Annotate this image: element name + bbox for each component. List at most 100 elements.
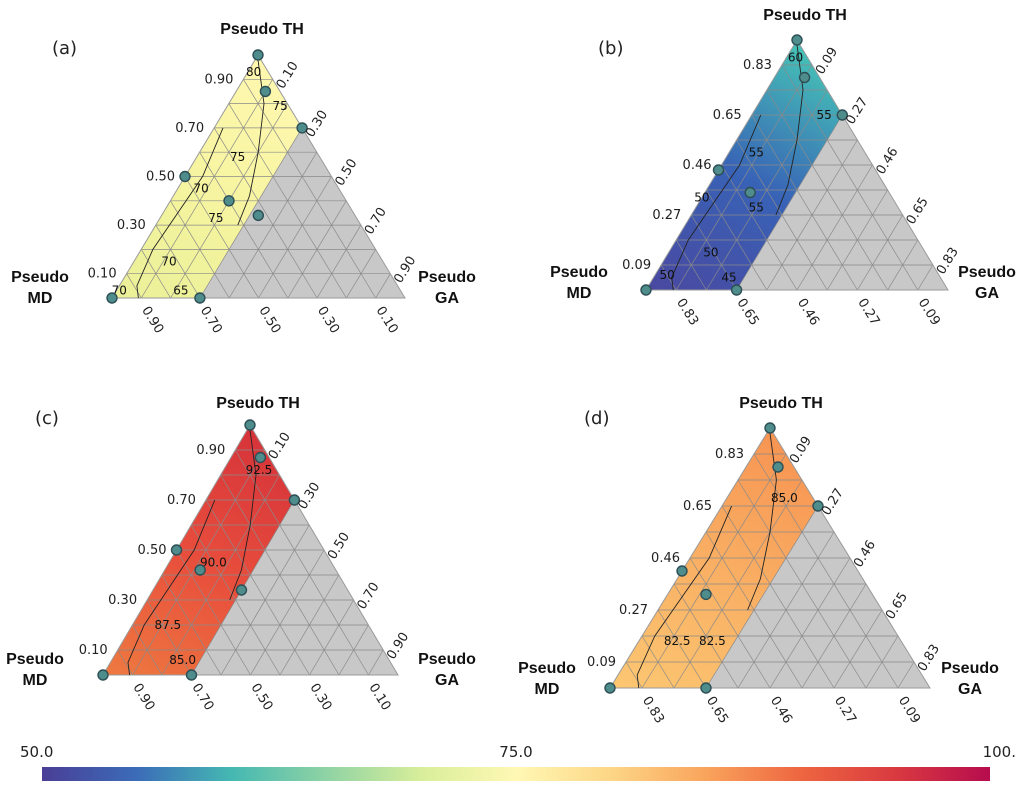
grid-line [705,505,819,689]
vertex-label-top: Pseudo TH [220,21,304,38]
grid-line [801,583,867,689]
grid-line [161,574,222,676]
grid-line [132,624,163,676]
contour-label: 92.5 [246,463,273,477]
bottom-axis-tick: 0.27 [831,694,859,727]
design-point [97,669,109,681]
grid-line [184,176,259,299]
contour-line [136,127,224,299]
panel-label: (a) [52,38,77,59]
right-axis-tick: 0.10 [266,430,294,463]
bottom-axis-tick: 0.09 [895,694,923,727]
contour-label: 75 [208,211,223,225]
bottom-axis-tick: 0.27 [854,296,882,329]
colorbar-gradient [42,767,990,781]
right-axis-tick: 0.83 [915,642,943,675]
design-point [244,419,256,431]
vertex-label-right: GA [435,672,459,689]
left-axis-tick: 0.46 [651,551,680,566]
grid-line [753,453,899,689]
grid-line [368,649,384,676]
contour-line [229,429,257,601]
left-axis-tick: 0.09 [622,258,651,273]
design-point [700,682,712,694]
grid-line [657,609,707,689]
grid-line [346,249,376,299]
grid-line [769,557,851,689]
grid-line [641,453,787,689]
grid-line [641,635,675,689]
grid-line [126,273,142,299]
left-axis-tick: 0.27 [652,208,681,223]
vertex-label-left: Pseudo [11,269,69,286]
right-axis-tick: 0.65 [883,590,911,623]
bottom-axis-tick: 0.09 [915,296,943,329]
grid-line [176,549,251,676]
contour-line [127,499,216,676]
grid-line [250,549,325,676]
grid-line [721,164,798,291]
grid-line [155,224,201,299]
design-point [106,292,118,304]
bottom-axis-tick: 0.46 [767,694,795,727]
grid-line [316,224,362,299]
grid-line [721,505,835,689]
bottom-axis-tick: 0.70 [188,681,216,714]
bottom-axis-tick: 0.65 [703,694,731,727]
grid-line [736,114,843,291]
grid-line [199,127,303,299]
ternary-panel-d: 85.082.5 82.50.090.270.460.650.83 0.090.27… [518,395,999,726]
contour-label: 70 [193,182,208,196]
grid-line [146,599,192,676]
left-axis-tick: 0.70 [175,121,204,136]
contour-label: 82.5 [664,634,691,648]
grid-line [140,79,274,299]
vertex-label-left: Pseudo [550,264,608,281]
grid-line [781,64,919,291]
right-axis-tick: 0.46 [851,538,879,571]
triangle-outline [645,39,949,291]
left-axis-tick: 0.83 [715,447,744,462]
vertex-label-right: Pseudo [958,264,1016,281]
design-point [700,588,712,601]
grid-line [865,635,899,689]
contour-line [636,505,733,689]
grid-line [857,214,903,291]
vertex-label-left: MD [567,285,592,302]
grid-line [205,499,310,676]
design-point [185,669,198,681]
triangle-outline [609,427,931,689]
design-point [772,461,784,473]
grid-line [117,649,133,676]
design-point [259,85,272,98]
contour-label: 90.0 [200,556,227,570]
vertex-label-right: Pseudo [418,269,476,286]
vertex-label-right: GA [958,681,982,698]
design-point [730,284,743,296]
design-point [296,122,308,134]
grid-line [625,661,643,689]
contour-label: 55 [817,108,832,122]
design-point [235,584,248,596]
colorbar-max-label: 100. [983,743,1016,761]
bottom-axis-tick: 0.70 [197,304,225,337]
vertex-label-right: GA [975,285,999,302]
grid-line [897,661,915,689]
grid-line [213,127,318,299]
right-axis-tick: 0.70 [355,580,383,613]
contour-label: 50 [694,191,709,205]
grid-line [673,583,739,689]
bottom-axis-tick: 0.83 [673,296,701,329]
left-axis-tick: 0.83 [743,58,772,73]
vertex-label-left: MD [23,672,48,689]
bottom-axis-tick: 0.30 [306,681,334,714]
design-point [194,564,206,576]
contour-label: 85.0 [169,653,196,667]
grid-line [234,449,369,676]
left-axis-tick: 0.90 [196,443,225,458]
bottom-axis-tick: 0.65 [734,296,762,329]
right-axis-tick: 0.50 [333,156,361,189]
design-point [252,209,265,222]
left-axis-tick: 0.30 [108,593,137,608]
